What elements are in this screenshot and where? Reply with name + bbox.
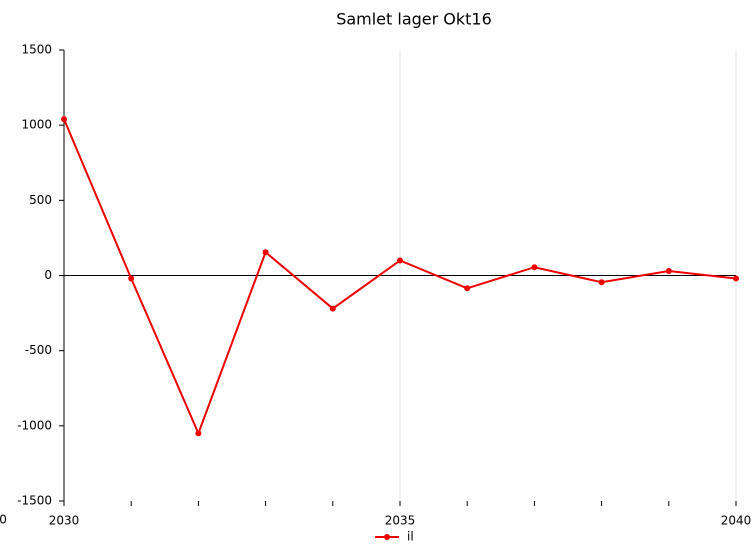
legend-marker (384, 534, 390, 540)
x-tick-label: 2035 (385, 514, 416, 528)
point (61, 116, 67, 123)
point (531, 264, 538, 271)
chart-title: Samlet lager Okt16 (336, 10, 492, 29)
point (733, 275, 739, 282)
point (329, 305, 336, 312)
legend-label: il (407, 530, 414, 544)
y-tick-label: 1500 (21, 43, 52, 57)
point (195, 430, 202, 437)
x-tick-label: 2030 (49, 514, 80, 528)
y-tick-label: 500 (29, 193, 52, 207)
y-tick-label: -500 (25, 343, 52, 357)
point (665, 267, 672, 274)
annotation: 0 (0, 513, 7, 527)
y-tick-label: 0 (44, 268, 52, 282)
y-tick-label: -1000 (17, 418, 52, 432)
point (598, 279, 605, 286)
point (464, 285, 471, 292)
y-tick-label: -1500 (17, 494, 52, 508)
y-tick-label: 1000 (21, 118, 52, 132)
x-tick-label: 2040 (721, 514, 752, 528)
point (262, 249, 269, 256)
point (397, 257, 403, 264)
point (128, 275, 135, 282)
